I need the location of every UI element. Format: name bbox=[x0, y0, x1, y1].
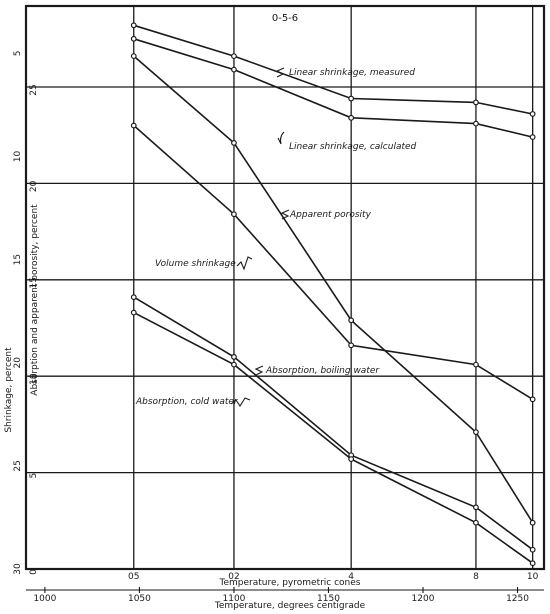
series-line-apparent-porosity bbox=[133, 55, 534, 524]
absorption-tick-3: 15 bbox=[29, 277, 39, 288]
cone-tick-1: 02 bbox=[228, 572, 239, 582]
absorption-tick-4: 20 bbox=[29, 180, 39, 192]
absorption-tick-2: 10 bbox=[29, 373, 39, 385]
series-line-absorption-cold-water bbox=[133, 311, 534, 564]
point-apparent-porosity-0 bbox=[130, 53, 137, 60]
point-linear-shrinkage-measured-0 bbox=[130, 22, 137, 29]
temperature-tick-5: 1250 bbox=[506, 594, 529, 604]
plot-frame bbox=[24, 4, 546, 571]
x-axis-label-cones: Temperature, pyrometric cones bbox=[218, 578, 360, 588]
point-absorption-boiling-water-1 bbox=[231, 354, 237, 360]
y-axis-label-absorption: Absorption and apparent porosity, percen… bbox=[30, 204, 40, 396]
point-volume-shrinkage-4 bbox=[529, 396, 536, 403]
leader-linear-measured bbox=[275, 67, 285, 78]
point-absorption-cold-water-1 bbox=[231, 361, 237, 368]
annotation-linear-measured: Linear shrinkage, measured bbox=[289, 68, 415, 78]
annotation-volume-shrinkage: Volume shrinkage bbox=[155, 259, 236, 269]
point-linear-shrinkage-measured-1 bbox=[231, 53, 237, 60]
shrinkage-tick-0: 5 bbox=[13, 51, 23, 57]
cone-tick-0: 05 bbox=[128, 572, 139, 582]
absorption-tick-1: 5 bbox=[29, 473, 39, 479]
point-volume-shrinkage-0 bbox=[130, 122, 137, 129]
point-volume-shrinkage-1 bbox=[231, 211, 237, 218]
cone-tick-3: 8 bbox=[473, 572, 479, 582]
point-volume-shrinkage-2 bbox=[348, 342, 355, 349]
series-line-linear-shrinkage-calculated bbox=[133, 38, 533, 138]
point-absorption-cold-water-3 bbox=[473, 519, 479, 526]
leader-apparent-porosity bbox=[280, 209, 290, 220]
y-axis-label-shrinkage: Shrinkage, percent bbox=[4, 347, 14, 433]
temperature-tick-0: 1000 bbox=[33, 594, 56, 604]
cone-tick-4: 10 bbox=[527, 572, 539, 582]
point-apparent-porosity-1 bbox=[231, 139, 237, 146]
point-apparent-porosity-4 bbox=[529, 519, 536, 526]
cone-tick-2: 4 bbox=[348, 572, 354, 582]
leader-volume-shrinkage bbox=[236, 256, 253, 271]
temperature-tick-1: 1050 bbox=[128, 594, 151, 604]
shrinkage-tick-3: 20 bbox=[13, 357, 23, 369]
temperature-tick-4: 1200 bbox=[412, 594, 435, 604]
point-linear-shrinkage-measured-3 bbox=[473, 99, 479, 106]
leader-absorption-cold bbox=[230, 397, 251, 408]
leader-absorption-boiling bbox=[254, 365, 264, 376]
annotation-apparent-porosity: Apparent porosity bbox=[289, 210, 372, 220]
point-apparent-porosity-3 bbox=[473, 429, 479, 436]
annotations: Linear shrinkage, measured Linear shrink… bbox=[135, 67, 417, 408]
point-apparent-porosity-2 bbox=[348, 317, 355, 324]
point-linear-shrinkage-calculated-1 bbox=[231, 66, 237, 73]
shrinkage-tick-1: 10 bbox=[13, 151, 23, 163]
point-linear-shrinkage-calculated-3 bbox=[473, 120, 479, 127]
temperature-axis-ticks: 1000 1050 1100 1150 1200 1250 bbox=[33, 587, 529, 604]
leader-linear-calculated bbox=[277, 131, 285, 145]
series-line-absorption-boiling-water bbox=[133, 296, 534, 551]
point-linear-shrinkage-calculated-2 bbox=[348, 114, 355, 121]
temperature-tick-3: 1150 bbox=[317, 594, 340, 604]
point-linear-shrinkage-calculated-0 bbox=[130, 35, 137, 42]
annotation-absorption-boiling: Absorption, boiling water bbox=[265, 366, 380, 376]
point-absorption-boiling-water-4 bbox=[529, 546, 536, 553]
series-group bbox=[130, 22, 536, 567]
shrinkage-tick-2: 15 bbox=[13, 254, 23, 265]
chart-title: 0-5-6 bbox=[272, 13, 298, 24]
point-absorption-boiling-water-3 bbox=[473, 504, 479, 511]
point-absorption-cold-water-0 bbox=[130, 309, 137, 316]
point-absorption-cold-water-4 bbox=[529, 560, 536, 567]
point-absorption-boiling-water-0 bbox=[130, 294, 137, 301]
shrinkage-tick-5: 30 bbox=[13, 563, 23, 575]
absorption-tick-0: 0 bbox=[29, 569, 39, 575]
point-absorption-cold-water-2 bbox=[348, 456, 355, 462]
absorption-axis-ticks: 0 5 10 15 20 25 bbox=[29, 84, 39, 575]
shrinkage-tick-4: 25 bbox=[13, 460, 23, 471]
x-axis-label-temperature: Temperature, degrees centigrade bbox=[214, 601, 366, 611]
temperature-tick-2: 1100 bbox=[223, 594, 246, 604]
shrinkage-axis-ticks: 5 10 15 20 25 30 bbox=[13, 51, 23, 575]
point-linear-shrinkage-measured-2 bbox=[348, 95, 355, 102]
cone-axis-ticks: 05 02 4 8 10 bbox=[128, 572, 539, 582]
annotation-linear-calculated: Linear shrinkage, calculated bbox=[289, 142, 417, 152]
point-linear-shrinkage-calculated-4 bbox=[529, 134, 536, 141]
point-volume-shrinkage-3 bbox=[473, 361, 479, 368]
absorption-tick-5: 25 bbox=[29, 84, 39, 95]
annotation-absorption-cold: Absorption, cold water bbox=[135, 397, 239, 407]
point-linear-shrinkage-measured-4 bbox=[529, 111, 536, 117]
